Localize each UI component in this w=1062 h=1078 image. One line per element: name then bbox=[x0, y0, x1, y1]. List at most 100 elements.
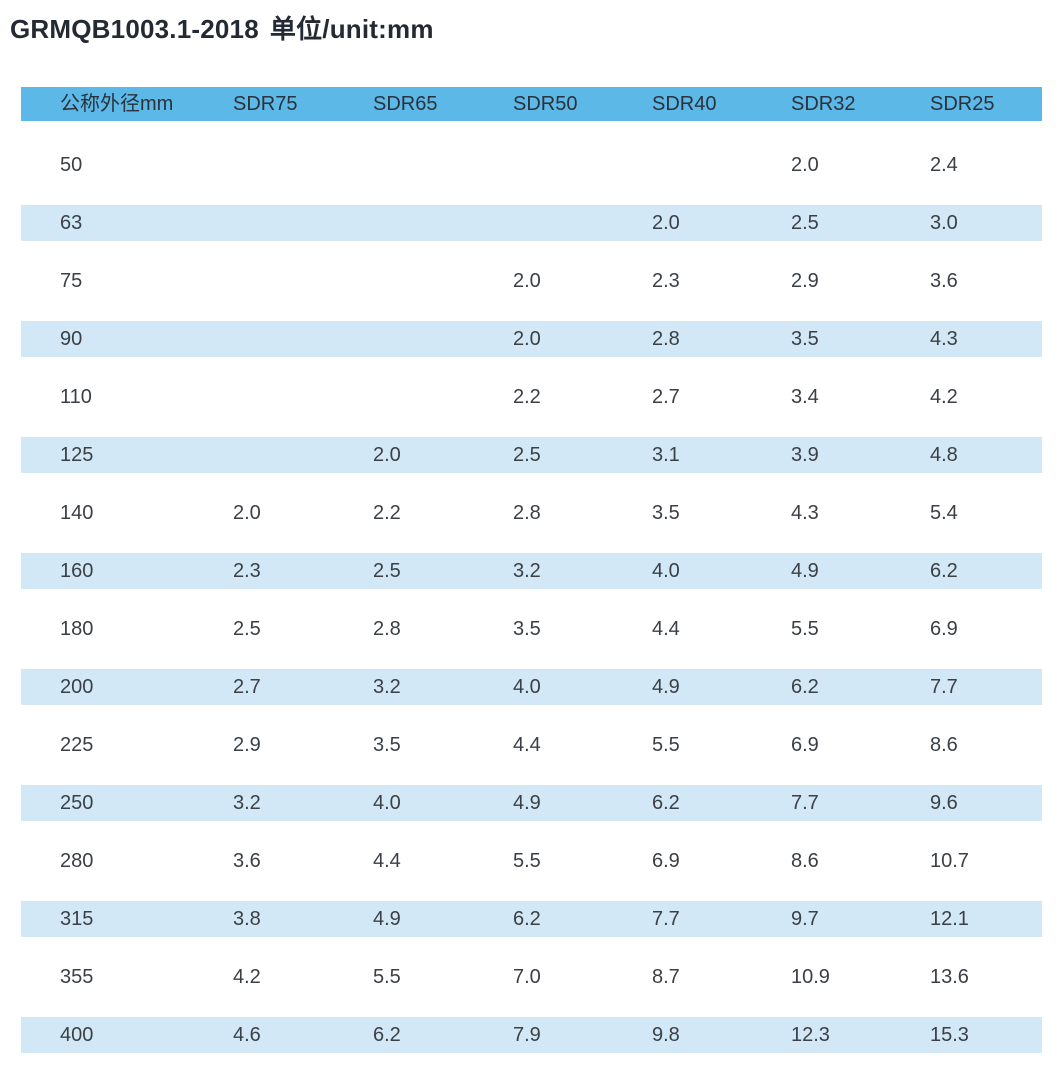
column-header-sdr65: SDR65 bbox=[373, 93, 438, 115]
table-row: 110 2.2 2.7 3.4 4.2 bbox=[21, 379, 1042, 415]
table-cell: 4.2 bbox=[233, 966, 261, 988]
column-header-sdr40: SDR40 bbox=[652, 93, 717, 115]
table-cell: 5.5 bbox=[652, 734, 680, 756]
table-cell: 4.0 bbox=[373, 792, 401, 814]
table-cell bbox=[334, 263, 474, 299]
table-cell: 2.8 bbox=[373, 618, 401, 640]
table-cell: 2.5 bbox=[233, 618, 261, 640]
table-cell: 7.9 bbox=[513, 1024, 541, 1046]
table-cell: 2.2 bbox=[373, 502, 401, 524]
table-cell: 3.5 bbox=[513, 618, 541, 640]
table-cell: 50 bbox=[60, 154, 83, 176]
table-cell: 8.7 bbox=[652, 966, 680, 988]
table-cell: 2.9 bbox=[233, 734, 261, 756]
table-cell: 2.5 bbox=[791, 212, 819, 234]
table-cell: 2.5 bbox=[373, 560, 401, 582]
table-cell: 5.5 bbox=[513, 850, 541, 872]
table-cell: 6.2 bbox=[652, 792, 680, 814]
table-cell: 7.7 bbox=[791, 792, 819, 814]
table-row: 180 2.5 2.8 3.5 4.4 5.5 6.9 bbox=[21, 611, 1042, 647]
table-cell: 9.6 bbox=[930, 792, 958, 814]
unit-label: 单位/unit:mm bbox=[269, 14, 434, 44]
column-header-sdr50: SDR50 bbox=[513, 93, 578, 115]
table-cell: 2.0 bbox=[233, 502, 261, 524]
table-cell: 4.9 bbox=[791, 560, 819, 582]
table-cell: 9.7 bbox=[791, 908, 819, 930]
table-cell: 3.5 bbox=[652, 502, 680, 524]
standard-number: GRMQB1003.1-2018 bbox=[10, 14, 259, 44]
column-header-sdr75: SDR75 bbox=[233, 93, 298, 115]
table-cell: 2.3 bbox=[233, 560, 261, 582]
table-cell bbox=[334, 205, 474, 241]
table-cell: 4.6 bbox=[233, 1024, 261, 1046]
table-cell: 10.9 bbox=[791, 966, 830, 988]
table-cell: 3.9 bbox=[791, 444, 819, 466]
table-cell: 200 bbox=[60, 676, 94, 698]
table-cell bbox=[474, 147, 613, 183]
table-row: 140 2.0 2.2 2.8 3.5 4.3 5.4 bbox=[21, 495, 1042, 531]
table-cell: 6.2 bbox=[373, 1024, 401, 1046]
table-cell: 4.4 bbox=[652, 618, 680, 640]
table-cell bbox=[474, 205, 613, 241]
table-cell bbox=[194, 379, 334, 415]
table-cell: 90 bbox=[60, 328, 83, 350]
table-cell: 2.5 bbox=[513, 444, 541, 466]
table-cell: 2.0 bbox=[513, 270, 541, 292]
table-row: 75 2.0 2.3 2.9 3.6 bbox=[21, 263, 1042, 299]
table-header-row: 公称外径mm SDR75 SDR65 SDR50 SDR40 SDR32 SDR… bbox=[21, 87, 1042, 121]
table-cell: 10.7 bbox=[930, 850, 969, 872]
table-cell bbox=[194, 437, 334, 473]
table-cell: 400 bbox=[60, 1024, 94, 1046]
table-row: 280 3.6 4.4 5.5 6.9 8.6 10.7 bbox=[21, 843, 1042, 879]
table-cell: 3.2 bbox=[513, 560, 541, 582]
table-cell: 4.9 bbox=[373, 908, 401, 930]
table-cell: 3.6 bbox=[233, 850, 261, 872]
table-cell: 6.9 bbox=[930, 618, 958, 640]
table-cell: 225 bbox=[60, 734, 94, 756]
table-cell: 5.5 bbox=[373, 966, 401, 988]
table-cell: 315 bbox=[60, 908, 94, 930]
table-cell: 7.7 bbox=[930, 676, 958, 698]
table-cell: 2.7 bbox=[233, 676, 261, 698]
table-cell: 2.0 bbox=[373, 444, 401, 466]
table-cell: 6.9 bbox=[791, 734, 819, 756]
column-header-sdr32: SDR32 bbox=[791, 93, 856, 115]
table-cell: 2.3 bbox=[652, 270, 680, 292]
table-cell: 280 bbox=[60, 850, 94, 872]
table-cell: 3.2 bbox=[233, 792, 261, 814]
table-cell: 7.7 bbox=[652, 908, 680, 930]
table-cell bbox=[194, 205, 334, 241]
table-cell: 160 bbox=[60, 560, 94, 582]
table-cell: 140 bbox=[60, 502, 94, 524]
table-cell: 13.6 bbox=[930, 966, 969, 988]
table-cell: 4.2 bbox=[930, 386, 958, 408]
table-cell: 250 bbox=[60, 792, 94, 814]
table-cell: 63 bbox=[60, 212, 83, 234]
table-row: 200 2.7 3.2 4.0 4.9 6.2 7.7 bbox=[21, 669, 1042, 705]
column-header-sdr25: SDR25 bbox=[930, 93, 995, 115]
table-cell: 2.8 bbox=[513, 502, 541, 524]
table-cell bbox=[194, 263, 334, 299]
table-cell: 2.4 bbox=[930, 154, 958, 176]
table-cell: 2.9 bbox=[791, 270, 819, 292]
table-row: 160 2.3 2.5 3.2 4.0 4.9 6.2 bbox=[21, 553, 1042, 589]
table-cell: 4.4 bbox=[373, 850, 401, 872]
table-cell bbox=[334, 147, 474, 183]
table-cell bbox=[194, 321, 334, 357]
table-cell: 12.3 bbox=[791, 1024, 830, 1046]
table-cell: 3.1 bbox=[652, 444, 680, 466]
table-cell: 3.5 bbox=[791, 328, 819, 350]
table-body: 50 2.0 2.4 63 2.0 2.5 3.0 75 2.0 2.3 2.9 3.6 90 2.0 2.… bbox=[21, 147, 1042, 1053]
table-cell: 180 bbox=[60, 618, 94, 640]
table-cell: 5.5 bbox=[791, 618, 819, 640]
table-cell: 3.8 bbox=[233, 908, 261, 930]
table-cell: 15.3 bbox=[930, 1024, 969, 1046]
table-row: 225 2.9 3.5 4.4 5.5 6.9 8.6 bbox=[21, 727, 1042, 763]
table-cell: 3.6 bbox=[930, 270, 958, 292]
table-cell: 2.0 bbox=[652, 212, 680, 234]
table-row: 125 2.0 2.5 3.1 3.9 4.8 bbox=[21, 437, 1042, 473]
table-row: 400 4.6 6.2 7.9 9.8 12.3 15.3 bbox=[21, 1017, 1042, 1053]
table-cell: 6.2 bbox=[930, 560, 958, 582]
column-header-outer-diameter: 公称外径mm bbox=[60, 93, 174, 115]
table-cell: 3.5 bbox=[373, 734, 401, 756]
